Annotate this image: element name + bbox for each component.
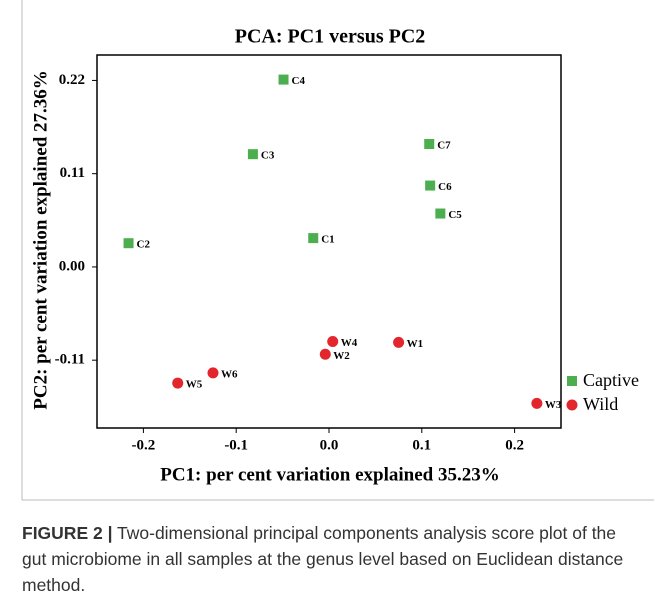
point-label: W2 [333,350,350,362]
y-tick-label: -0.11 [55,352,85,368]
point [531,397,543,409]
point [172,377,184,389]
point-label: C5 [448,209,462,221]
point [425,180,436,191]
point-label: W1 [407,338,424,350]
point-label: C7 [437,140,451,152]
point [393,336,405,348]
legend-label: Captive [583,370,639,390]
point-label: W4 [341,337,358,349]
x-tick-label: 0.1 [412,437,431,453]
y-tick-label: 0.22 [59,72,85,88]
x-tick-label: -0.1 [224,437,248,453]
x-tick-label: 0.0 [320,437,339,453]
x-tick-label: -0.2 [132,437,156,453]
chart: PCA: PC1 versus PC2 PC1: per cent variat… [21,0,654,501]
point-label: C3 [261,150,275,162]
point-label: C2 [137,239,151,251]
point [278,74,289,85]
point [247,149,258,160]
legend-marker [566,399,578,411]
caption: FIGURE 2 | Two-dimensional principal com… [22,520,637,598]
point [308,233,319,244]
point [327,336,339,348]
point-label: C6 [438,181,452,193]
legend-label: Wild [583,394,618,414]
legend-marker [567,376,577,386]
point [424,139,435,150]
x-tick-label: 0.2 [505,437,524,453]
point-label: W3 [545,399,562,411]
point-label: W5 [186,379,203,391]
point-label: C1 [321,234,334,246]
chart-title: PCA: PC1 versus PC2 [235,26,426,48]
y-axis-label: PC2: per cent variation explained 27.36% [30,70,51,410]
caption-text: Two-dimensional principal components ana… [22,523,624,595]
point [123,238,134,249]
point [319,348,331,360]
point-label: C4 [292,75,306,87]
point [207,367,219,379]
point [435,208,446,219]
point-label: W6 [221,368,238,380]
y-tick-label: 0.11 [60,165,85,181]
x-axis-label: PC1: per cent variation explained 35.23% [160,464,500,485]
y-tick-label: 0.00 [59,258,85,274]
caption-label: FIGURE 2 | [22,523,113,543]
